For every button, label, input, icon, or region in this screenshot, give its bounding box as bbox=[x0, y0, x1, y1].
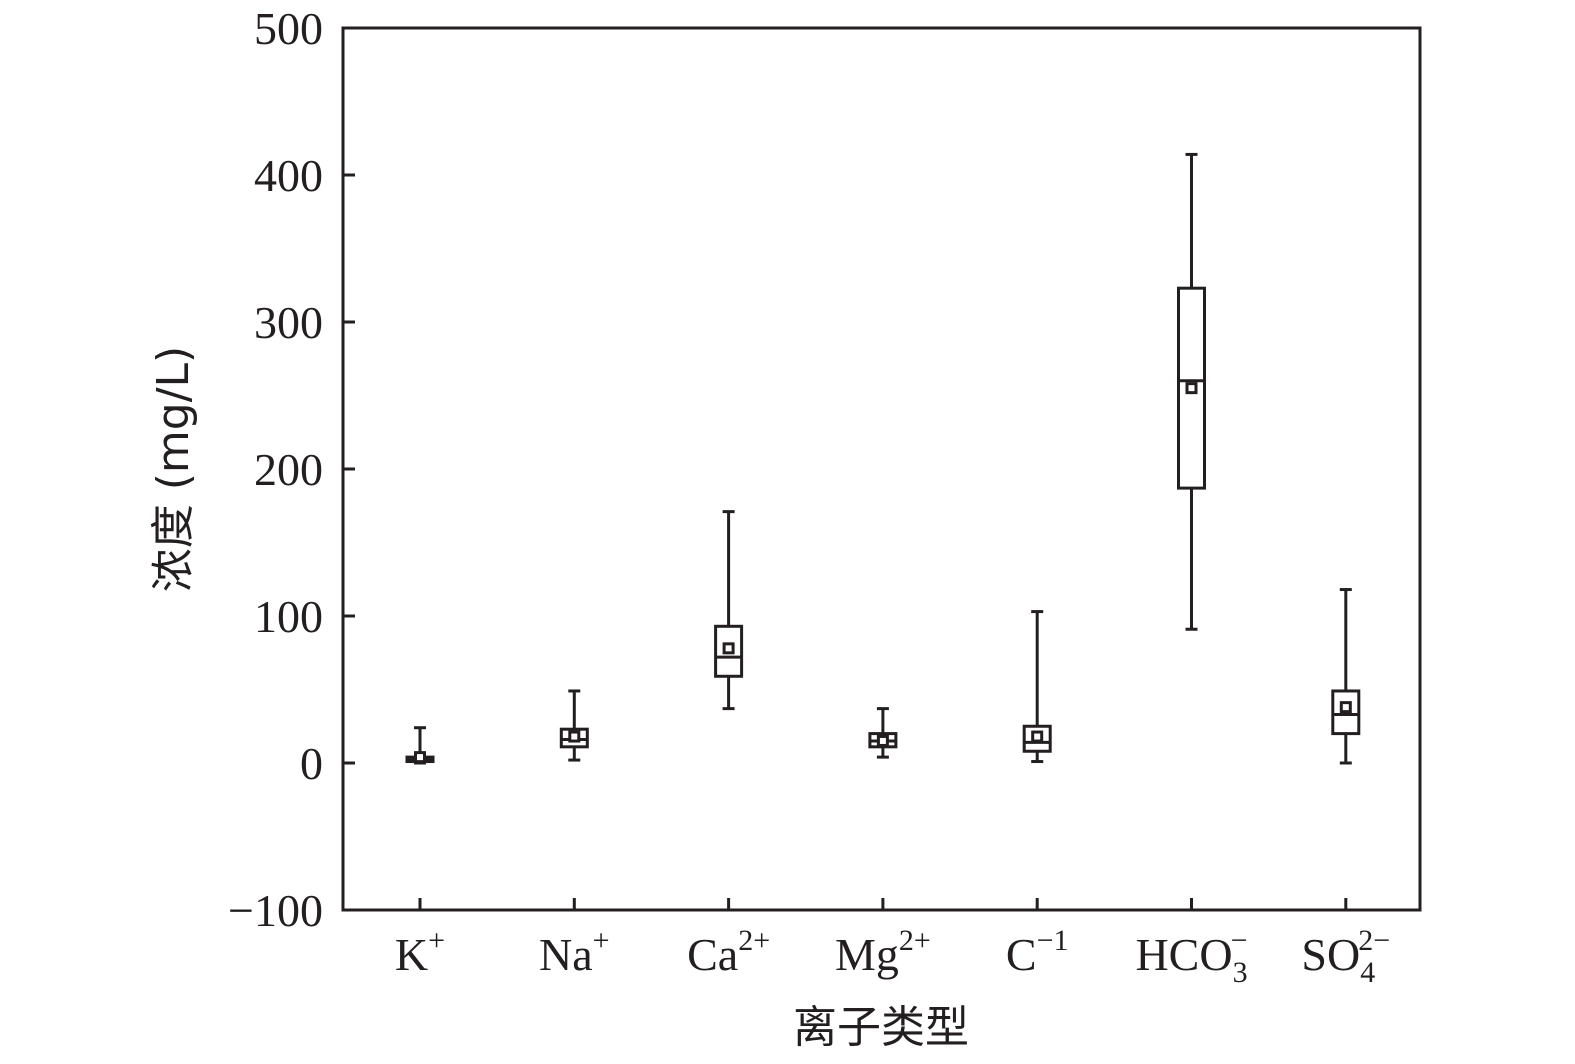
x-tick-label: Na+ bbox=[539, 924, 610, 980]
y-axis: −100 0 100 200 300 400 500 bbox=[228, 3, 355, 936]
box-6 bbox=[1177, 152, 1206, 631]
y-axis-title: 浓度 (mg/L) bbox=[148, 346, 199, 592]
x-axis: K+ Na+ Ca2+ Mg2+ C−1 HCO3− SO42− bbox=[395, 898, 1390, 989]
box-7 bbox=[1331, 588, 1361, 765]
x-tick-label: K+ bbox=[395, 924, 445, 980]
box-4 bbox=[868, 707, 898, 759]
mean-marker bbox=[1031, 730, 1044, 743]
y-tick-label: −100 bbox=[228, 885, 323, 936]
mean-marker bbox=[722, 642, 735, 655]
y-tick-label: 300 bbox=[254, 297, 323, 348]
x-axis-title: 离子类型 bbox=[793, 1002, 969, 1053]
x-tick-label: C−1 bbox=[1006, 924, 1069, 980]
iqr-box bbox=[714, 624, 744, 678]
x-tick-label: Ca2+ bbox=[687, 924, 770, 980]
mean-marker bbox=[414, 751, 426, 764]
box-1 bbox=[405, 726, 435, 765]
box-3 bbox=[714, 510, 744, 711]
x-tick-label: HCO3− bbox=[1135, 924, 1247, 989]
mean-marker bbox=[1185, 382, 1198, 395]
box-2 bbox=[559, 689, 589, 762]
box-5 bbox=[1022, 610, 1052, 764]
y-tick-label: 200 bbox=[254, 444, 323, 495]
plot-frame bbox=[341, 26, 1422, 912]
y-tick-label: 0 bbox=[300, 738, 323, 789]
x-tick-label: SO42− bbox=[1301, 924, 1390, 989]
y-tick-label: 500 bbox=[254, 3, 323, 54]
mean-marker bbox=[1339, 701, 1352, 714]
mean-marker bbox=[568, 730, 581, 743]
mean-marker bbox=[876, 734, 889, 747]
x-tick-label: Mg2+ bbox=[835, 924, 931, 980]
box-series bbox=[405, 152, 1361, 765]
y-tick-label: 400 bbox=[254, 150, 323, 201]
y-tick-label: 100 bbox=[254, 591, 323, 642]
